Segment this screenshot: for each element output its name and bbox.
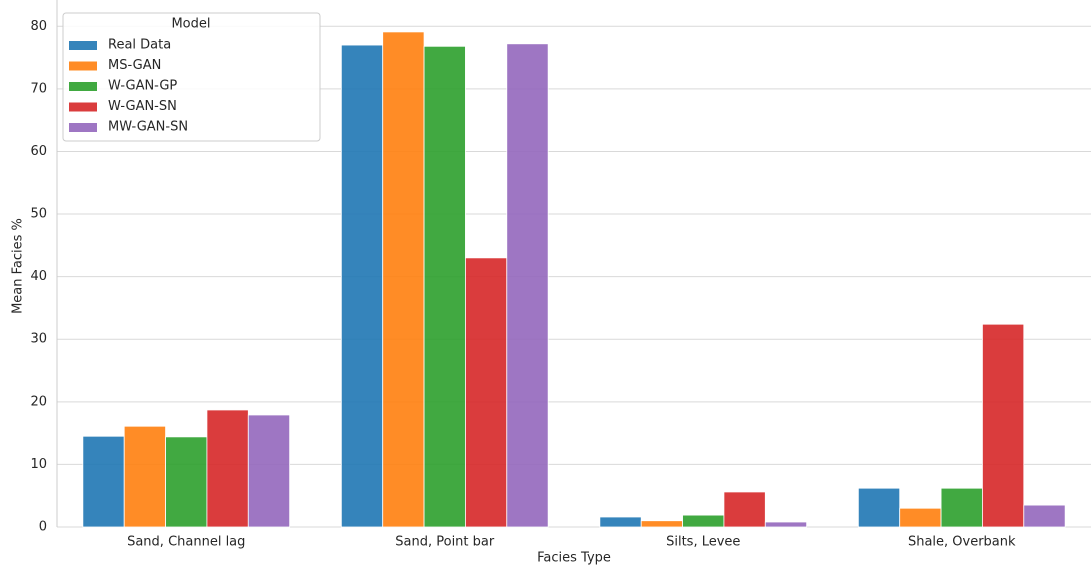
bar xyxy=(123,425,166,528)
legend-swatch xyxy=(69,61,97,71)
y-tick-label: 80 xyxy=(30,19,47,34)
bar xyxy=(206,409,249,528)
bar xyxy=(682,514,725,528)
x-tick-label: Sand, Point bar xyxy=(395,535,495,550)
bar xyxy=(640,520,683,528)
legend-swatch xyxy=(69,123,97,132)
x-tick-label: Silts, Levee xyxy=(666,535,740,550)
legend-label: MS-GAN xyxy=(108,58,161,73)
bar xyxy=(165,436,208,528)
y-tick-label: 40 xyxy=(30,269,47,284)
bar xyxy=(940,487,983,528)
bar xyxy=(247,414,291,528)
y-tick-label: 0 xyxy=(39,520,47,535)
bar xyxy=(599,516,642,528)
legend-label: W-GAN-SN xyxy=(108,99,177,114)
legend-swatch xyxy=(69,102,97,112)
y-tick-label: 60 xyxy=(30,144,47,159)
x-tick-label: Shale, Overbank xyxy=(908,535,1016,550)
y-axis-label: Mean Facies % xyxy=(11,218,26,314)
bar xyxy=(423,45,466,528)
bar xyxy=(382,31,425,528)
bar xyxy=(764,521,808,528)
legend-box xyxy=(62,12,321,142)
bar xyxy=(465,257,508,528)
bar xyxy=(1023,504,1066,528)
bar xyxy=(899,507,942,528)
bar xyxy=(82,435,125,528)
y-tick-label: 20 xyxy=(30,394,47,409)
y-tick-label: 70 xyxy=(30,81,47,96)
bar xyxy=(982,323,1025,528)
bar xyxy=(723,491,766,528)
legend-swatch xyxy=(69,41,97,50)
x-axis-label: Facies Type xyxy=(537,551,611,566)
legend-swatch xyxy=(69,82,97,91)
legend-label: W-GAN-GP xyxy=(108,79,177,94)
bar xyxy=(857,487,901,528)
bar xyxy=(506,43,549,528)
legend-label: MW-GAN-SN xyxy=(108,120,188,135)
bar xyxy=(340,44,384,528)
y-tick-label: 50 xyxy=(30,207,47,222)
legend-title: Model xyxy=(171,17,210,32)
y-tick-label: 10 xyxy=(30,457,47,472)
legend-label: Real Data xyxy=(108,38,171,53)
x-tick-label: Sand, Channel lag xyxy=(127,535,245,550)
y-tick-label: 30 xyxy=(30,332,47,347)
